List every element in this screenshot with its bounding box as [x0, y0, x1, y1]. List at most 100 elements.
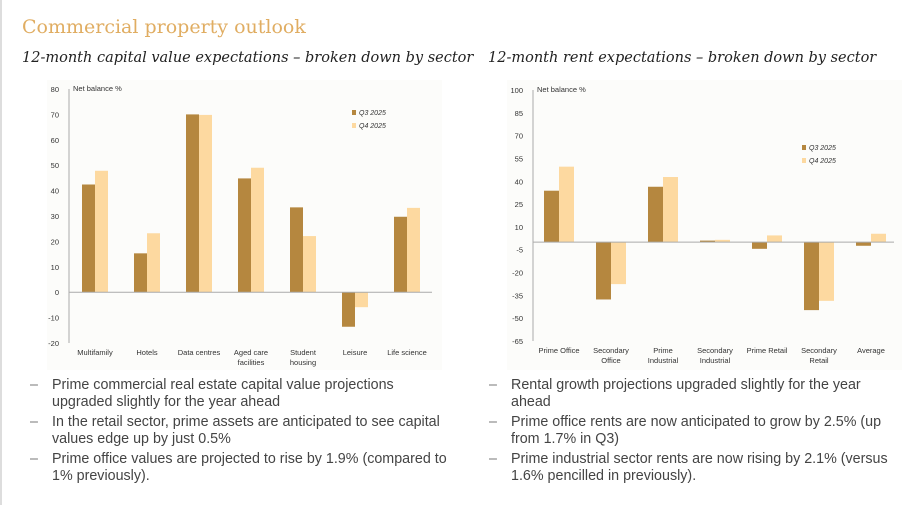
bullet-text: Prime office values are projected to ris…: [52, 451, 447, 484]
x-tick-label: Prime: [653, 346, 673, 355]
legend-label: Q4 2025: [359, 123, 386, 130]
x-tick-label: Hotels: [136, 348, 158, 357]
bullet-text: Prime office rents are now anticipated t…: [511, 414, 882, 447]
bar-q3-2025: [394, 216, 407, 293]
bar-q3-2025: [544, 190, 559, 243]
bar-q3-2025: [596, 242, 611, 300]
bar-q3-2025: [752, 242, 767, 249]
bullet-dash: –: [489, 451, 497, 467]
bar-q3-2025: [82, 184, 95, 293]
bar-q3-2025: [238, 178, 251, 293]
bullet-item: – In the retail sector, prime assets are …: [30, 414, 450, 448]
bar-q4-2025: [611, 242, 626, 285]
y-tick-label: 85: [515, 109, 523, 118]
bar-q4-2025: [251, 167, 264, 293]
y-tick-label: -50: [512, 314, 523, 323]
bar-q4-2025: [871, 233, 886, 243]
bullet-item: – Prime office values are projected to ri…: [30, 451, 450, 485]
bullet-text: Prime commercial real estate capital val…: [52, 377, 394, 410]
bar-q4-2025: [819, 242, 834, 301]
y-tick-label: 30: [51, 212, 59, 221]
x-tick-label: Life science: [387, 348, 427, 357]
bar-q3-2025: [648, 186, 663, 243]
legend-swatch: [352, 123, 356, 128]
bar-q4-2025: [199, 114, 212, 293]
y-tick-label: -65: [512, 337, 523, 346]
y-tick-label: 40: [51, 187, 59, 196]
x-tick-label: Prime Office: [538, 346, 579, 355]
y-tick-label: 40: [515, 177, 523, 186]
bullet-item: – Rental growth projections upgraded slig…: [489, 377, 889, 411]
x-tick-label: Industrial: [648, 356, 679, 365]
bullet-dash: –: [30, 414, 38, 430]
bar-q4-2025: [407, 207, 420, 293]
bar-q4-2025: [95, 170, 108, 293]
y-tick-label: 80: [51, 85, 59, 94]
legend-swatch: [802, 158, 806, 163]
x-tick-label: Prime Retail: [747, 346, 788, 355]
x-tick-label: Secondary: [593, 346, 629, 355]
x-tick-label: Leisure: [343, 348, 368, 357]
y-tick-label: -5: [516, 246, 523, 255]
bar-q3-2025: [856, 242, 871, 246]
y-tick-label: -20: [512, 269, 523, 278]
x-tick-label: Secondary: [801, 346, 837, 355]
chart-title-rent: 12-month rent expectations – broken down…: [488, 50, 877, 66]
x-tick-label: Average: [857, 346, 885, 355]
bullets-left: – Prime commercial real estate capital va…: [30, 377, 450, 488]
y-tick-label: 20: [51, 237, 59, 246]
x-tick-label: Retail: [809, 356, 829, 365]
x-tick-label: Multifamily: [77, 348, 113, 357]
bar-q4-2025: [355, 292, 368, 308]
x-tick-label: Office: [601, 356, 620, 365]
bar-q3-2025: [700, 240, 715, 243]
bar-q3-2025: [804, 242, 819, 311]
x-tick-label: Secondary: [697, 346, 733, 355]
bullet-dash: –: [30, 377, 38, 393]
bar-q3-2025: [186, 114, 199, 293]
y-tick-label: 100: [510, 86, 523, 95]
legend-swatch: [802, 145, 806, 150]
legend-label: Q3 2025: [809, 145, 836, 152]
legend-label: Q4 2025: [809, 158, 836, 165]
y-tick-label: 0: [55, 288, 59, 297]
x-tick-label: Data centres: [178, 348, 221, 357]
bullet-text: Rental growth projections upgraded sligh…: [511, 377, 861, 410]
y-tick-label: -20: [48, 339, 59, 348]
y-tick-label: 25: [515, 200, 523, 209]
bullet-dash: –: [489, 377, 497, 393]
x-tick-label: housing: [290, 358, 316, 367]
bullets-right: – Rental growth projections upgraded slig…: [489, 377, 889, 488]
bar-q4-2025: [663, 177, 678, 243]
page-title: Commercial property outlook: [22, 16, 306, 38]
bar-q4-2025: [303, 236, 316, 293]
legend-swatch: [352, 110, 356, 115]
bullet-item: – Prime industrial sector rents are now r…: [489, 451, 889, 485]
bar-q3-2025: [290, 207, 303, 293]
bar-q4-2025: [147, 233, 160, 293]
x-tick-label: Aged care: [234, 348, 268, 357]
y-tick-label: 70: [515, 132, 523, 141]
bullet-text: In the retail sector, prime assets are a…: [52, 414, 440, 447]
y-tick-label: 55: [515, 154, 523, 163]
bar-q3-2025: [342, 292, 355, 327]
y-tick-label: -10: [48, 314, 59, 323]
y-tick-label: 60: [51, 136, 59, 145]
y-tick-label: 10: [515, 223, 523, 232]
x-tick-label: Industrial: [700, 356, 731, 365]
y-axis-label: Net balance %: [73, 84, 122, 93]
bar-q3-2025: [134, 253, 147, 293]
bullet-item: – Prime office rents are now anticipated …: [489, 414, 889, 448]
bullet-item: – Prime commercial real estate capital va…: [30, 377, 450, 411]
bullet-dash: –: [30, 451, 38, 467]
y-tick-label: 70: [51, 110, 59, 119]
y-tick-label: 10: [51, 263, 59, 272]
bar-q4-2025: [767, 235, 782, 243]
y-tick-label: 50: [51, 161, 59, 170]
bar-q4-2025: [559, 166, 574, 243]
chart-title-capital: 12-month capital value expectations – br…: [22, 50, 474, 66]
x-tick-label: Student: [290, 348, 317, 357]
